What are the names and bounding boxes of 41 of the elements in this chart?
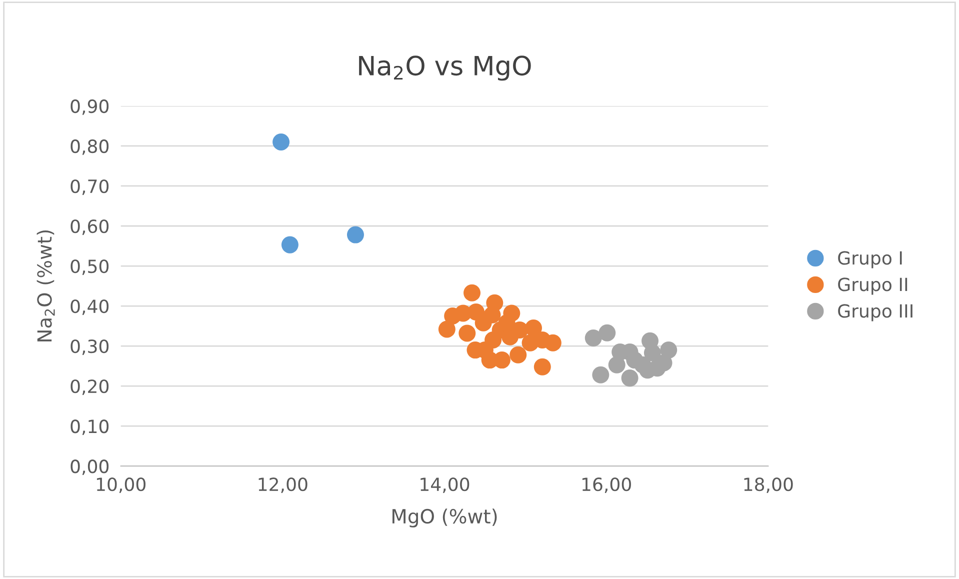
point: [510, 346, 527, 364]
point: [634, 356, 652, 374]
y-tick-label: 0,90: [70, 99, 109, 115]
point: [281, 236, 298, 254]
x-tick-label: 14,00: [420, 478, 470, 494]
x-tick-label: 12,00: [258, 478, 308, 494]
legend-label: Grupo I: [838, 251, 902, 268]
x-tick-label: 10,00: [96, 478, 146, 494]
point: [644, 344, 661, 362]
y-axis-title: Na$_{2}$O (%wt): [36, 230, 55, 342]
legend-label: Grupo III: [838, 304, 912, 322]
point: [272, 133, 290, 150]
point: [608, 356, 626, 374]
point: [458, 324, 476, 342]
point: [660, 342, 678, 359]
y-tick-label: 0,60: [70, 219, 109, 235]
chart-title: Na$_{2}$O vs MgO: [359, 56, 531, 81]
point: [584, 330, 602, 347]
y-tick-label: 0,80: [70, 139, 109, 155]
y-tick-label: 0,70: [70, 179, 109, 195]
point: [438, 320, 456, 338]
point: [346, 226, 364, 244]
point: [464, 284, 481, 302]
x-tick-label: 16,00: [582, 478, 631, 494]
point: [474, 314, 492, 332]
point: [621, 370, 638, 387]
y-tick-label: 0,10: [70, 420, 109, 436]
y-tick-label: 0,50: [70, 259, 109, 275]
y-tick-label: 0,40: [70, 299, 109, 315]
y-tick-label: 0,30: [70, 340, 109, 356]
point: [544, 334, 562, 352]
x-axis-title: MgO (%wt): [392, 508, 497, 528]
x-tick-label: 18,00: [744, 478, 793, 494]
point: [511, 322, 528, 339]
point: [598, 324, 616, 342]
point: [534, 358, 551, 376]
y-tick-label: 0,00: [70, 460, 109, 476]
legend-label: Grupo II: [838, 278, 908, 295]
point: [484, 332, 502, 349]
point: [592, 366, 610, 384]
y-tick-label: 0,20: [70, 380, 109, 396]
